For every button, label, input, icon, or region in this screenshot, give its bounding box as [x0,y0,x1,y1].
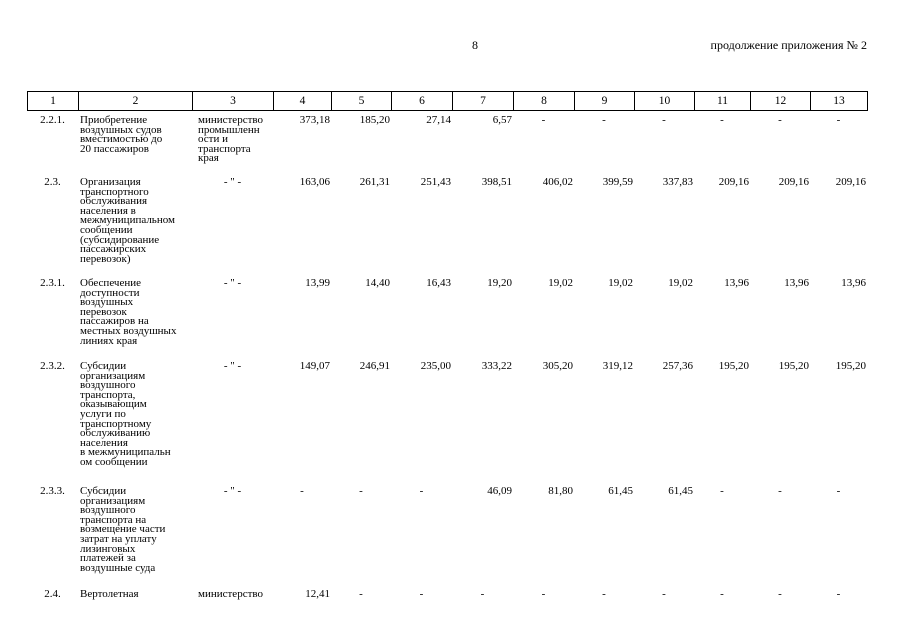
header-cell: 2 [78,91,193,111]
value-cell: - [359,588,363,600]
header-cell: 10 [634,91,695,111]
value-cell: 373,18 [299,114,330,126]
value-cell: 6,57 [492,114,512,126]
value-cell: 19,02 [668,277,693,289]
value-cell: - [836,114,841,126]
value-cell: 399,59 [602,176,633,188]
value-cell: 209,16 [778,176,809,188]
value-cell: 13,96 [841,277,866,289]
value-cell: 319,12 [602,360,633,372]
value-cell: 337,83 [662,176,693,188]
row-name: Организация транспортного обслуживания н… [80,176,175,265]
value-cell: 195,20 [835,360,866,372]
appendix-note: продолжение приложения № 2 [710,38,867,52]
value-cell: - [778,485,782,497]
row-number: 2.2.1. [40,114,65,126]
value-cell: 19,02 [548,277,573,289]
value-cell: 61,45 [668,485,693,497]
value-cell: 195,20 [778,360,809,372]
value-cell: - [662,114,666,126]
header-cell: 1 [27,91,79,111]
row-number: 2.3.1. [40,277,65,289]
value-cell: 19,20 [487,277,512,289]
row-number: 2.3.2. [40,360,65,372]
header-cell: 6 [391,91,453,111]
value-cell: 398,51 [481,176,512,188]
value-cell: 61,45 [608,485,633,497]
value-cell: 13,99 [305,277,330,289]
page-number: 8 [472,38,478,52]
value-cell: - [836,588,841,600]
value-cell: 257,36 [662,360,693,372]
value-cell: 406,02 [542,176,573,188]
value-cell: 251,43 [420,176,451,188]
value-cell: - [778,114,782,126]
row-name: Субсидии организациям воздушного транспо… [80,485,166,574]
value-cell: - [720,588,724,600]
value-cell: - [300,485,304,497]
row-name: Обеспечение доступности воздушных перево… [80,277,177,347]
value-cell: - [720,485,724,497]
value-cell: - [602,588,606,600]
row-name: Приобретение воздушных судов вместимость… [80,114,163,155]
row-name: Субсидии организациям воздушного транспо… [80,360,171,468]
value-cell: - [602,114,606,126]
value-cell: - [836,485,841,497]
value-cell: 13,96 [724,277,749,289]
executor: - " - [223,485,242,497]
row-name: Вертолетная [80,588,139,600]
row-number: 2.3. [44,176,61,188]
value-cell: 12,41 [305,588,330,600]
value-cell: 261,31 [359,176,390,188]
header-cell: 12 [750,91,811,111]
row-number: 2.3.3. [40,485,65,497]
value-cell: 14,40 [365,277,390,289]
executor: - " - [223,176,242,188]
executor: - " - [223,360,242,372]
header-cell: 9 [574,91,635,111]
value-cell: - [419,588,424,600]
value-cell: 16,43 [426,277,451,289]
value-cell: 235,00 [420,360,451,372]
value-cell: 81,80 [548,485,573,497]
value-cell: - [359,485,363,497]
value-cell: - [778,588,782,600]
value-cell: 13,96 [784,277,809,289]
value-cell: - [541,588,546,600]
value-cell: 333,22 [481,360,512,372]
value-cell: 209,16 [835,176,866,188]
value-cell: - [662,588,666,600]
value-cell: 19,02 [608,277,633,289]
executor: - " - [223,277,242,289]
header-cell: 4 [273,91,332,111]
value-cell: 149,07 [299,360,330,372]
value-cell: 305,20 [542,360,573,372]
header-cell: 11 [694,91,751,111]
value-cell: - [541,114,546,126]
header-cell: 7 [452,91,514,111]
header-cell: 13 [810,91,868,111]
value-cell: 209,16 [718,176,749,188]
row-number: 2.4. [44,588,61,600]
executor: министерство [198,588,264,600]
value-cell: - [720,114,724,126]
header-cell: 3 [192,91,274,111]
value-cell: 195,20 [718,360,749,372]
value-cell: 246,91 [359,360,390,372]
value-cell: 46,09 [487,485,512,497]
header-cell: 8 [513,91,575,111]
value-cell: 27,14 [426,114,451,126]
value-cell: - [480,588,485,600]
executor: министерство промышленн ости и транспорт… [198,114,264,165]
value-cell: 185,20 [359,114,390,126]
value-cell: 163,06 [299,176,330,188]
header-cell: 5 [331,91,392,111]
value-cell: - [419,485,424,497]
